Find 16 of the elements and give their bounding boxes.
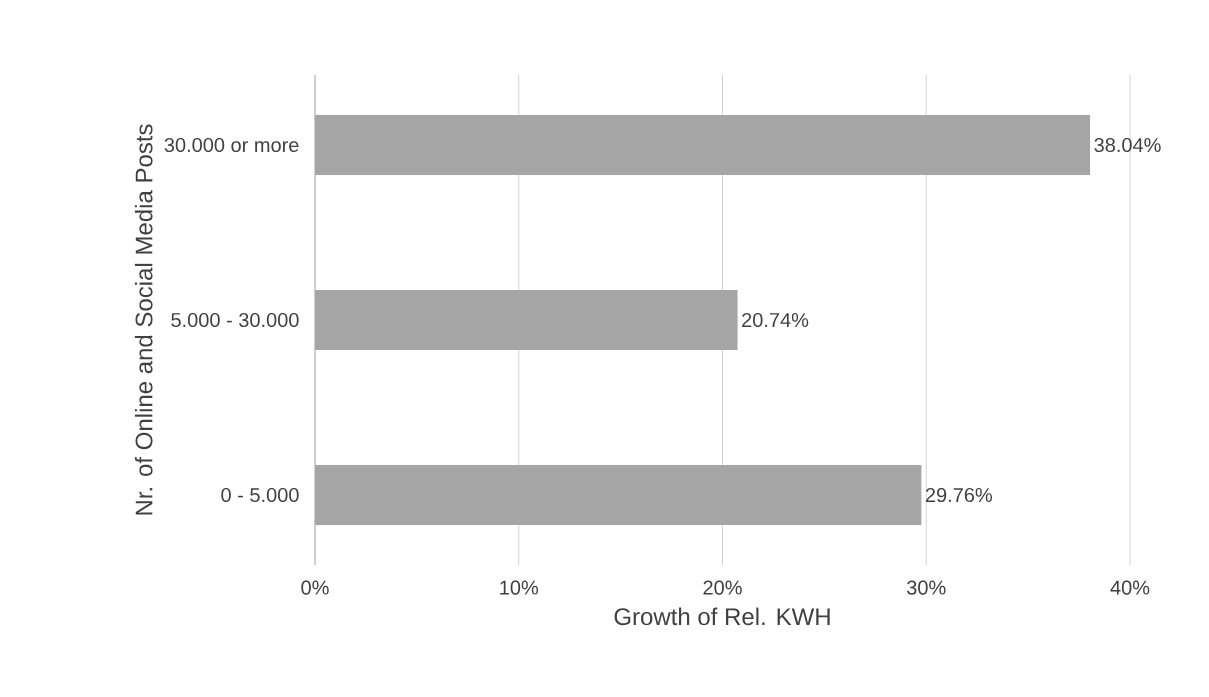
x-tick-label: 10%	[500, 580, 539, 595]
x-tick-label: 20%	[703, 580, 742, 595]
x-tick-label: 0%	[301, 580, 329, 595]
bar	[315, 115, 1091, 175]
y-tick-label: 0 - 5.000	[221, 487, 299, 503]
x-tick-label: 30%	[907, 580, 946, 595]
data-label: 38.04%	[1094, 137, 1161, 153]
data-label: 29.76%	[925, 487, 992, 503]
data-label: 20.74%	[742, 312, 809, 328]
x-axis-title: Growth of Rel. KWH	[614, 607, 830, 626]
y-tick-label: 5.000 - 30.000	[171, 312, 299, 328]
y-axis-title: Nr. of Online and Social Media Posts	[134, 124, 153, 515]
bar	[315, 465, 922, 526]
bar	[315, 290, 738, 350]
y-tick-label: 30.000 or more	[164, 137, 299, 153]
x-tick-label: 40%	[1110, 580, 1150, 595]
